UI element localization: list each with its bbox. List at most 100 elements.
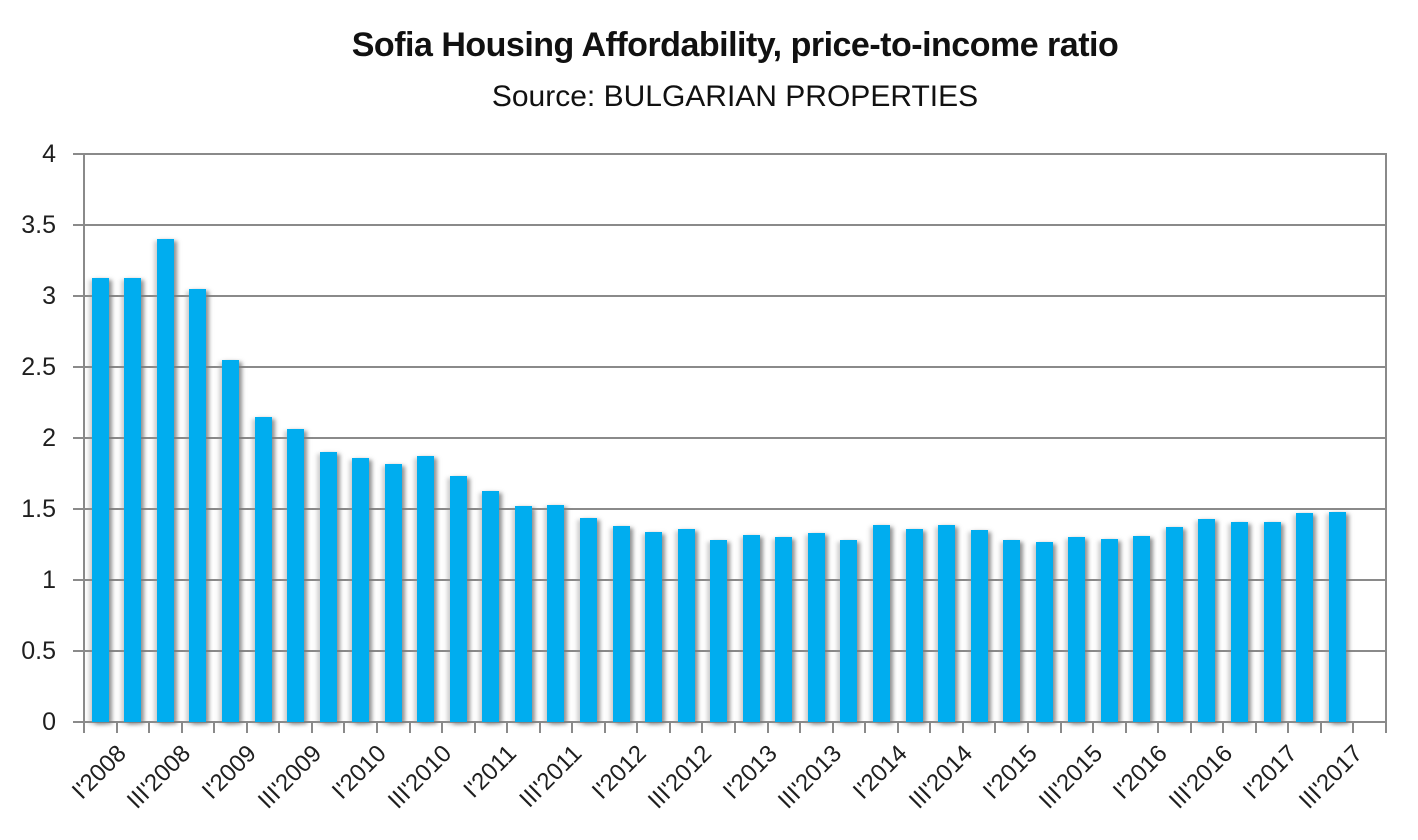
bar xyxy=(645,531,663,722)
x-axis-tick xyxy=(636,723,639,733)
y-axis-tick xyxy=(73,224,84,226)
bar xyxy=(1296,513,1314,722)
bar xyxy=(156,239,174,722)
x-axis-tick xyxy=(278,723,281,733)
x-axis-tick-label: I'2011 xyxy=(458,740,522,804)
bar xyxy=(384,463,402,722)
y-axis-tick-label: 3 xyxy=(42,282,56,310)
bar xyxy=(319,452,337,722)
bar xyxy=(742,534,760,722)
bar xyxy=(1328,511,1346,722)
x-axis-line xyxy=(84,721,1386,723)
x-axis-tick xyxy=(1026,723,1029,733)
x-axis-tick xyxy=(896,723,899,733)
bar xyxy=(807,533,825,722)
y-axis-tick xyxy=(73,721,84,723)
x-axis-tick xyxy=(343,723,346,733)
gridline xyxy=(84,437,1386,439)
bar xyxy=(1100,538,1118,722)
x-axis-tick xyxy=(310,723,313,733)
x-axis-tick-label: III'2015 xyxy=(1033,740,1108,815)
bar xyxy=(417,456,435,722)
x-axis-tick-label: III'2016 xyxy=(1163,740,1239,815)
y-axis-tick-label: 4 xyxy=(42,140,56,168)
y-axis-tick-label: 0 xyxy=(42,708,56,736)
bar xyxy=(547,504,565,722)
gridline xyxy=(84,579,1386,581)
x-axis-tick xyxy=(408,723,411,733)
x-axis-tick xyxy=(1157,723,1160,733)
x-axis-tick xyxy=(701,723,704,733)
x-axis-tick-label: III'2012 xyxy=(643,740,718,815)
x-axis-tick-label: III'2009 xyxy=(252,740,327,815)
x-axis-tick xyxy=(1189,723,1192,733)
bar xyxy=(1035,541,1053,722)
gridline xyxy=(84,650,1386,652)
y-axis-tick xyxy=(73,650,84,652)
x-axis-tick xyxy=(799,723,802,733)
gridline xyxy=(84,295,1386,297)
bar xyxy=(352,457,370,722)
x-axis-tick xyxy=(864,723,867,733)
x-axis-tick xyxy=(148,723,151,733)
bar xyxy=(514,506,532,722)
bar xyxy=(91,277,109,722)
bar xyxy=(710,540,728,722)
x-axis-tick-label: III'2014 xyxy=(903,740,978,815)
x-axis-tick xyxy=(734,723,736,733)
bar xyxy=(1231,521,1249,722)
x-axis-tick xyxy=(441,723,444,733)
x-axis-tick xyxy=(1319,723,1322,733)
x-axis-tick xyxy=(1352,723,1355,733)
bar xyxy=(189,288,207,722)
y-axis-tick xyxy=(73,153,84,155)
x-axis-tick xyxy=(1222,723,1225,733)
x-axis-tick xyxy=(668,723,671,733)
bar xyxy=(775,537,793,722)
x-axis-tick xyxy=(83,723,85,733)
x-axis-tick xyxy=(506,723,509,733)
x-axis-tick-label: III'2010 xyxy=(382,740,457,815)
y-axis-tick xyxy=(73,508,84,510)
y-axis-tick-label: 1 xyxy=(42,566,56,594)
x-axis-tick-label: III'2008 xyxy=(122,740,197,815)
bar xyxy=(1165,527,1183,722)
x-axis-tick-label: III'2017 xyxy=(1294,740,1369,815)
x-axis-tick xyxy=(994,723,997,733)
x-axis-tick xyxy=(245,723,248,733)
x-axis-tick xyxy=(375,723,378,733)
y-axis-line xyxy=(83,153,85,723)
y-axis-tick xyxy=(73,579,84,581)
x-axis-tick-label: III'2011 xyxy=(514,740,588,813)
bar xyxy=(1198,518,1216,722)
x-axis-tick xyxy=(1124,723,1127,733)
bar xyxy=(1133,535,1151,722)
bar xyxy=(221,359,239,722)
x-axis-tick xyxy=(831,723,834,733)
x-axis-tick xyxy=(473,723,476,733)
x-axis-tick xyxy=(929,723,932,733)
x-axis-tick xyxy=(603,723,606,733)
bar xyxy=(872,524,890,722)
bar xyxy=(612,526,630,722)
x-axis-tick xyxy=(766,723,769,733)
y-axis-tick xyxy=(73,295,84,297)
plot-right-border xyxy=(1385,153,1387,723)
bar xyxy=(840,540,858,722)
y-axis-tick-label: 0.5 xyxy=(21,637,56,665)
bar xyxy=(482,490,500,722)
x-axis-tick xyxy=(1092,723,1095,733)
bar xyxy=(580,517,598,722)
x-axis-tick xyxy=(571,723,574,733)
bar xyxy=(287,429,305,722)
bar xyxy=(1068,537,1086,722)
x-axis-tick-label: III'2013 xyxy=(773,740,848,815)
y-axis-tick-label: 3.5 xyxy=(21,211,56,239)
x-axis-tick xyxy=(180,723,183,733)
gridline xyxy=(84,366,1386,368)
chart-subtitle: Source: BULGARIAN PROPERTIES xyxy=(491,80,979,113)
plot-area xyxy=(73,153,1387,733)
x-axis-tick xyxy=(961,723,964,733)
y-axis-tick-label: 1.5 xyxy=(21,495,56,523)
bar xyxy=(938,524,956,722)
